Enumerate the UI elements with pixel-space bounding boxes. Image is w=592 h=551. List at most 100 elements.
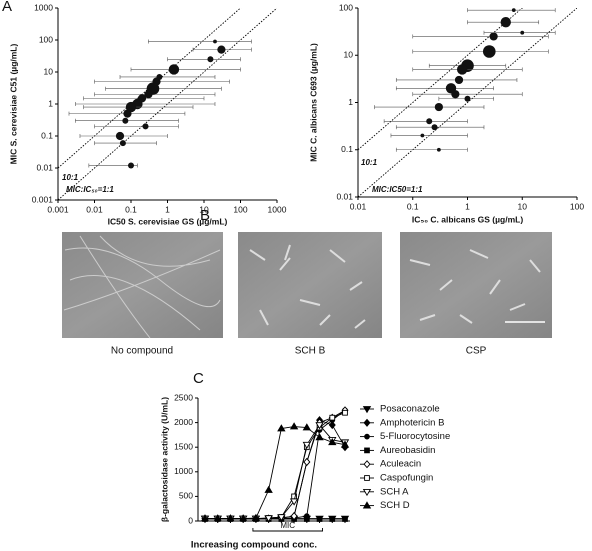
- point: [156, 73, 163, 80]
- legend-label: Posaconazole: [380, 404, 440, 415]
- y-axis-label: MIC S. cerevisiae C51 (µg/mL): [8, 44, 18, 165]
- legend-label: Caspofungin: [380, 473, 433, 484]
- x-tick-label: 0.1: [125, 204, 137, 214]
- y-tick-label: 1000: [34, 2, 53, 12]
- point: [454, 75, 464, 85]
- y-tick-label: 1500: [174, 441, 193, 451]
- marker: [200, 514, 210, 522]
- point: [451, 90, 460, 99]
- marker: [289, 498, 299, 506]
- point: [434, 102, 443, 112]
- hyphae: [63, 235, 221, 339]
- y-tick-label: 1000: [174, 466, 193, 476]
- mic-bracket: [252, 528, 323, 532]
- x-tick-label: 0.01: [86, 204, 103, 214]
- y-tick-label: 500: [179, 491, 193, 501]
- x-axis-label: IC50 S. cerevisiae GS (µg/mL): [108, 216, 228, 226]
- point: [168, 64, 180, 75]
- marker: [342, 409, 348, 416]
- marker: [315, 422, 324, 430]
- point: [119, 140, 126, 147]
- legend-marker: [363, 460, 371, 469]
- marker: [342, 516, 348, 522]
- y-tick-label: 0.01: [336, 191, 353, 201]
- marker: [290, 511, 298, 521]
- marker: [316, 516, 323, 522]
- legend-label: SCH A: [380, 486, 409, 497]
- ratio-line: [58, 8, 277, 200]
- x-tick-label: 1: [465, 201, 470, 211]
- legend-label: Aculeacin: [380, 459, 421, 470]
- point: [426, 118, 433, 125]
- y-tick-label: 100: [39, 34, 53, 44]
- point: [122, 117, 129, 124]
- marker: [302, 423, 312, 431]
- point: [500, 17, 511, 28]
- point: [520, 30, 525, 35]
- plot-area: [58, 8, 277, 200]
- point: [482, 45, 496, 58]
- legend-marker: [362, 406, 372, 414]
- marker: [328, 437, 337, 446]
- point: [128, 162, 134, 169]
- x-tick-label: 1000: [268, 204, 287, 214]
- y-tick-label: 10: [344, 50, 354, 60]
- ratio-line: [358, 8, 577, 197]
- y-tick-label: 0.01: [36, 162, 53, 172]
- annotation: 10:1: [361, 158, 378, 167]
- legend-marker: [364, 447, 370, 454]
- y-tick-label: 2500: [174, 392, 193, 402]
- marker: [213, 514, 222, 522]
- marker: [329, 516, 336, 522]
- point: [115, 131, 125, 141]
- point: [144, 90, 153, 99]
- legend-marker: [364, 475, 370, 481]
- x-axis-label: Increasing compound conc.: [191, 540, 317, 551]
- image-caption: CSP: [466, 346, 487, 357]
- marker: [226, 514, 235, 522]
- series-line: [205, 419, 346, 519]
- annotation: 10:1: [62, 173, 79, 182]
- y-tick-label: 0.001: [32, 194, 54, 204]
- marker: [264, 485, 273, 493]
- annotation: MIC:IC₅₀=1:1: [66, 185, 114, 194]
- point: [217, 45, 226, 54]
- legend-label: 5-Fluorocytosine: [380, 431, 450, 442]
- x-axis-label: IC₅₀ C. albicans GS (µg/mL): [412, 214, 524, 224]
- x-tick-label: 0.1: [407, 201, 419, 211]
- point: [456, 64, 468, 75]
- y-tick-label: 100: [339, 2, 353, 12]
- legend-marker: [363, 418, 371, 427]
- point: [213, 39, 217, 44]
- point: [431, 124, 438, 131]
- panel-label: A: [2, 0, 12, 15]
- series-line: [205, 426, 346, 519]
- y-tick-label: 0: [188, 515, 193, 525]
- marker: [315, 433, 324, 441]
- y-tick-label: 10: [44, 66, 54, 76]
- point: [207, 56, 214, 63]
- marker: [329, 414, 336, 421]
- panel-label: C: [193, 370, 204, 387]
- legend-label: Amphotericin B: [380, 417, 444, 428]
- micrograph: [238, 232, 382, 338]
- y-tick-label: 0.1: [341, 144, 353, 154]
- ratio-line: [358, 8, 523, 151]
- cells: [409, 249, 541, 324]
- marker: [264, 515, 273, 523]
- y-tick-label: 2000: [174, 417, 193, 427]
- point: [142, 123, 149, 130]
- marker: [303, 457, 311, 467]
- series-line: [205, 409, 346, 519]
- plot-area: [358, 8, 577, 197]
- point: [464, 95, 471, 102]
- x-tick-label: 0.01: [350, 201, 367, 211]
- y-axis-label: β-galactosidase activity (U/mL): [159, 397, 169, 522]
- marker: [277, 424, 286, 432]
- annotation: MIC: [280, 521, 295, 530]
- point: [123, 109, 132, 118]
- x-tick-label: 10: [518, 201, 528, 211]
- y-tick-label: 0.1: [41, 130, 53, 140]
- marker: [289, 422, 299, 430]
